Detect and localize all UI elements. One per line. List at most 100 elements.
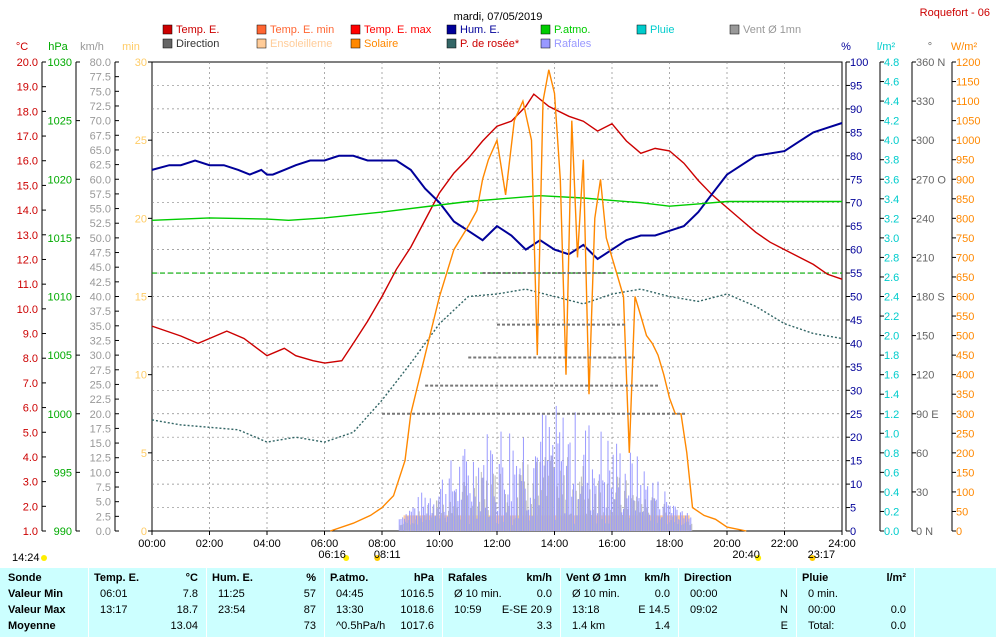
wind-tick-label: 10.0: [90, 467, 111, 479]
table-cell-value: 0.0: [654, 588, 670, 600]
temp-tick-label: 18.0: [17, 106, 38, 118]
wind-tick-label: 37.5: [90, 306, 111, 318]
table-cell-value: 1017.6: [400, 620, 434, 632]
column-unit: km/h: [644, 572, 670, 584]
solar-tick-label: 350: [956, 389, 974, 401]
temp-tick-label: 3.0: [23, 477, 38, 489]
press-tick-label: 1030: [48, 57, 72, 69]
wind-tick-label: 80.0: [90, 57, 111, 69]
wind-tick-label: 20.0: [90, 409, 111, 421]
table-cell-value: 7.8: [182, 588, 198, 600]
wind-tick-label: 7.5: [96, 482, 111, 494]
column-title: Rafales: [448, 572, 488, 584]
solar-tick-label: 100: [956, 487, 974, 499]
wind-tick-label: 75.0: [90, 86, 111, 98]
table-cell: Total:: [808, 620, 835, 632]
rain-tick-label: 2.8: [884, 252, 899, 264]
station-name: Roquefort - 06: [920, 7, 990, 19]
rain-tick-label: 4.8: [884, 57, 899, 69]
hum-tick-label: 70: [850, 198, 862, 210]
hum-tick-label: 45: [850, 315, 862, 327]
wind-tick-label: 5.0: [96, 497, 111, 509]
column-title: Hum. E.: [212, 572, 253, 584]
rain-tick-label: 3.0: [884, 233, 899, 245]
temp-tick-label: 1.0: [23, 526, 38, 538]
table-separator: [442, 568, 443, 637]
rain-tick-label: 3.6: [884, 174, 899, 186]
rain-tick-label: 0.4: [884, 487, 899, 499]
axis-units: °C hPa km/h min% l/m² ° W/m²: [16, 41, 978, 53]
column-title: Pluie: [802, 572, 829, 584]
wind-tick-label: 60.0: [90, 174, 111, 186]
temp-tick-label: 2.0: [23, 501, 38, 513]
hum-tick-label: 85: [850, 127, 862, 139]
rain-tick-label: 1.6: [884, 370, 899, 382]
table-cell: 13:17: [100, 604, 128, 616]
temp-tick-label: 14.0: [17, 205, 38, 217]
rain-tick-label: 4.2: [884, 116, 899, 128]
current-time: 14:24: [12, 552, 40, 564]
hum-tick-label: 60: [850, 245, 862, 257]
x-tick-label: 00:00: [138, 538, 166, 550]
x-tick-label: 06:00: [311, 538, 339, 550]
solar-tick-label: 200: [956, 448, 974, 460]
dir-tick-label: 150: [916, 331, 934, 343]
grid: [152, 62, 842, 531]
rain-unit: l/m²: [877, 41, 896, 53]
table-cell-value: 73: [303, 620, 316, 632]
sun-tick-label: 0: [141, 526, 147, 538]
sun-moon-markers: 06:16 08:11 20:40 23:17 14:24: [12, 549, 835, 564]
sun-tick-label: 25: [135, 135, 147, 147]
hum-tick-label: 80: [850, 151, 862, 163]
legend-swatch: [540, 24, 551, 35]
dir-tick-label: 360 N: [916, 57, 945, 69]
wind-tick-label: 2.5: [96, 511, 111, 523]
legend-swatch: [540, 38, 551, 49]
table-cell-value: 57: [303, 588, 316, 600]
table-cell-value: 0.0: [536, 588, 552, 600]
table-cell: 00:00: [690, 588, 718, 600]
dir-tick-label: 90 E: [916, 409, 939, 421]
legend-label: Hum. E.: [460, 24, 500, 36]
table-cell: 09:02: [690, 604, 718, 616]
legend-swatch: [446, 24, 457, 35]
solar-unit: W/m²: [951, 41, 978, 53]
hum-tick-label: 50: [850, 292, 862, 304]
hum-tick-label: 75: [850, 174, 862, 186]
solar-tick-label: 500: [956, 331, 974, 343]
temp-tick-label: 7.0: [23, 378, 38, 390]
sun-tick-label: 20: [135, 213, 147, 225]
press-tick-label: 1000: [48, 409, 72, 421]
series-line: [151, 194, 842, 222]
table-cell-value: 87: [303, 604, 316, 616]
column-unit: %: [306, 572, 316, 584]
legend-label: Solaire: [364, 38, 398, 50]
column-title: Vent Ø 1mn: [566, 572, 627, 584]
table-cell-value: 0.0: [890, 620, 906, 632]
table-separator: [560, 568, 561, 637]
table-cell: 06:01: [100, 588, 128, 600]
wind-tick-label: 72.5: [90, 101, 111, 113]
summary-table: [0, 568, 996, 637]
sun-tick-label: 15: [135, 292, 147, 304]
legend-label: P. de rosée*: [460, 38, 520, 50]
x-tick-label: 12:00: [483, 538, 511, 550]
table-cell-value: 3.3: [536, 620, 552, 632]
rain-tick-label: 1.0: [884, 428, 899, 440]
temp-tick-label: 10.0: [17, 304, 38, 316]
sun-tick-label: 5: [141, 448, 147, 460]
legend-swatch: [256, 24, 267, 35]
moonset-time: 23:17: [808, 549, 836, 561]
press-tick-label: 990: [54, 526, 72, 538]
hum-tick-label: 10: [850, 479, 862, 491]
wind-tick-label: 42.5: [90, 277, 111, 289]
dir-tick-label: 210: [916, 252, 934, 264]
solar-tick-label: 900: [956, 174, 974, 186]
solar-tick-label: 300: [956, 409, 974, 421]
series-line: [151, 93, 843, 364]
series-line: [151, 122, 843, 261]
x-tick-label: 24:00: [828, 538, 856, 550]
dir-tick-label: 240: [916, 213, 934, 225]
rain-tick-label: 1.4: [884, 389, 899, 401]
table-cell-value: 18.7: [176, 604, 198, 616]
